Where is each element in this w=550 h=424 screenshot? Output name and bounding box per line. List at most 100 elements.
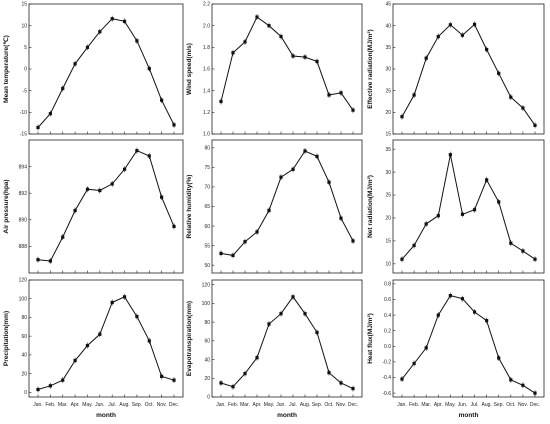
series-line: [401, 295, 536, 394]
data-point: [160, 98, 164, 102]
y-tick-label: 1.8: [203, 45, 210, 51]
x-tick-label: Mar.: [421, 402, 431, 408]
chart-panel-4: 888 890 892 894 Air pressure(hpa): [3, 139, 184, 274]
data-point: [219, 251, 223, 256]
data-point: [231, 51, 235, 55]
x-axis-label: month: [277, 412, 297, 419]
y-tick-label: 100: [19, 296, 28, 302]
y-tick-label: 0: [24, 67, 27, 73]
y-axis-label: Evapotranspiration(mm): [186, 301, 193, 376]
data-point: [424, 222, 428, 226]
data-point: [243, 240, 247, 244]
y-tick-label: 20: [21, 371, 27, 377]
data-point: [267, 322, 271, 326]
x-tick-label: Aug.: [300, 402, 310, 408]
data-point: [219, 99, 223, 104]
y-tick-label: 1.4: [203, 88, 210, 94]
y-tick-label: 894: [19, 164, 28, 170]
data-point: [48, 384, 52, 388]
y-tick-label: 40: [21, 353, 27, 359]
y-axis-label: Wind speed(m/s): [186, 43, 193, 95]
data-point: [339, 91, 343, 95]
x-tick-label: Oct.: [324, 402, 333, 408]
data-point: [85, 187, 90, 191]
x-tick-label: Feb.: [45, 402, 55, 408]
x-tick-label: May.: [82, 402, 92, 408]
y-tick-label: 20: [385, 216, 391, 222]
data-point: [533, 391, 537, 395]
y-tick-label: 15: [21, 2, 27, 8]
data-point: [73, 208, 77, 213]
y-tick-label: -15: [20, 132, 27, 138]
data-point: [36, 258, 40, 262]
y-tick-label: 10: [385, 262, 391, 268]
data-point: [110, 300, 114, 305]
data-point: [400, 257, 404, 261]
plot-frame: [28, 279, 184, 398]
x-tick-label: Jan.: [33, 402, 42, 408]
y-tick-label: 45: [385, 2, 391, 8]
data-point: [424, 56, 428, 60]
x-tick-label: Nov.: [336, 402, 346, 408]
data-point: [255, 356, 259, 360]
plot-frame: [211, 279, 363, 398]
x-tick-label: Sep.: [312, 402, 322, 408]
y-tick-label: 50: [204, 263, 210, 269]
y-tick-label: 0.6: [384, 297, 391, 303]
data-point: [460, 297, 465, 301]
data-point: [485, 178, 489, 182]
data-point: [460, 212, 465, 216]
data-point: [122, 295, 127, 299]
data-point: [485, 47, 489, 52]
data-point: [98, 30, 102, 34]
x-tick-label: Dec.: [348, 402, 358, 408]
x-tick-label: Jul.: [108, 402, 116, 408]
chart-panel-1: -15 -10 -5 0 5 10 15 Mean temperature(℃): [2, 2, 184, 138]
x-tick-label: Mar.: [58, 402, 68, 408]
x-tick-label: Jan.: [397, 402, 406, 408]
y-tick-label: 1.2: [203, 110, 210, 116]
x-tick-label: Sep.: [132, 402, 142, 408]
series-line: [220, 16, 354, 111]
series-line: [401, 23, 536, 126]
x-tick-label: May.: [264, 402, 274, 408]
y-tick-label: 10: [21, 23, 27, 29]
y-axis-label: Precipitation(mm): [3, 311, 10, 366]
chart-panel-7: 0 20 40 60 80 100 120 Jan. Feb. Mar. Apr. May. Jun. J…: [3, 278, 184, 419]
y-tick-label: 2.0: [203, 23, 210, 29]
data-point: [61, 86, 65, 91]
y-tick-label: 890: [19, 218, 28, 224]
y-tick-label: 35: [385, 147, 391, 153]
y-axis-label: Effective radiation(MJ/m²): [367, 29, 374, 108]
data-point: [172, 123, 176, 127]
data-point: [497, 71, 501, 75]
y-tick-label: 80: [204, 146, 210, 152]
chart-panel-6: 10 15 20 25 30 35 Net radiation(MJ/m²): [367, 139, 545, 274]
data-point: [533, 123, 537, 127]
data-point: [412, 243, 416, 248]
data-point: [521, 106, 525, 110]
y-tick-label: 25: [385, 193, 391, 199]
data-point: [147, 339, 151, 343]
data-point: [85, 45, 90, 49]
data-point: [255, 230, 259, 234]
x-tick-label: Oct.: [506, 402, 515, 408]
x-tick-label: Apr.: [253, 402, 262, 408]
data-point: [243, 372, 247, 376]
data-point: [448, 294, 452, 298]
y-tick-label: 55: [204, 243, 210, 249]
chart-panel-2: 1.0 1.2 1.4 1.6 1.8 2.0 2.2 Wind speed(m/s): [186, 2, 363, 138]
x-tick-label: Nov.: [518, 402, 528, 408]
y-tick-label: -0.4: [382, 375, 391, 381]
data-point: [243, 40, 247, 44]
data-point: [509, 95, 513, 99]
data-point: [327, 180, 331, 184]
data-point: [98, 188, 102, 193]
data-point: [267, 208, 271, 213]
data-point: [521, 383, 525, 387]
y-tick-label: 1.0: [203, 132, 210, 138]
x-tick-label: Dec.: [169, 402, 179, 408]
series-line: [220, 295, 354, 390]
data-point: [36, 125, 40, 130]
